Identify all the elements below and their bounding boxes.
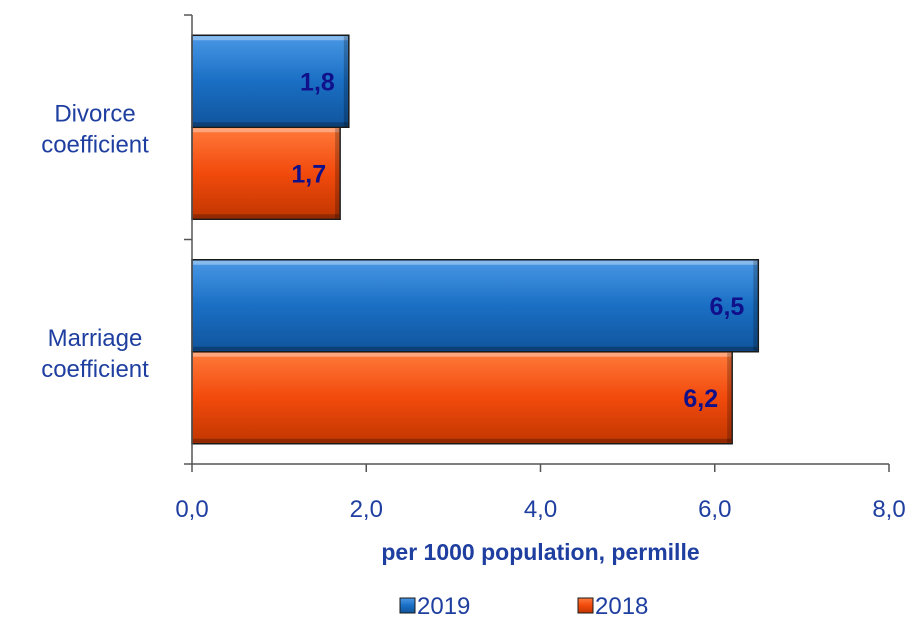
bars-group <box>191 34 760 445</box>
legend-swatch-2019 <box>399 597 416 614</box>
legend-item-2018: 2018 <box>577 593 648 620</box>
bar-2019-marriage <box>191 259 760 353</box>
data-label-2019-1: 6,5 <box>710 293 745 321</box>
category-label-0: Divorce coefficient <box>41 100 149 158</box>
bar-2018-divorce <box>191 126 341 220</box>
x-tick-label: 0,0 <box>175 496 208 523</box>
x-tick-label: 4,0 <box>524 496 557 523</box>
data-label-2018-1: 6,2 <box>683 385 718 413</box>
legend-item-2019: 2019 <box>399 593 470 620</box>
x-tick-label: 2,0 <box>350 496 383 523</box>
x-tick-label: 6,0 <box>698 496 731 523</box>
category-label-1: Marriage coefficient <box>41 325 149 383</box>
x-tick-label: 8,0 <box>872 496 905 523</box>
data-label-2019-0: 1,8 <box>300 68 335 96</box>
legend-label-2018: 2018 <box>595 593 648 620</box>
legend-label-2019: 2019 <box>417 593 470 620</box>
bar-2019-divorce <box>191 34 350 128</box>
legend-swatch-2018 <box>577 597 594 614</box>
bar-2018-marriage <box>191 351 733 445</box>
x-axis-title: per 1000 population, permille <box>381 539 699 565</box>
data-label-2018-0: 1,7 <box>291 160 326 188</box>
axes-group <box>184 14 890 472</box>
labels-group: 1,8 1,7 Divorce coefficient 6,5 6,2 Marriage co… <box>41 68 906 620</box>
